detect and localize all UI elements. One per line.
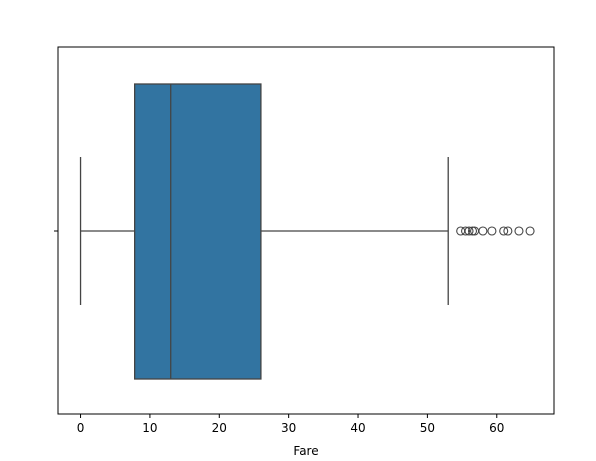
outlier [503,226,513,236]
x-tick-label: 40 [350,421,365,435]
outlier [514,226,524,236]
x-tick-label: 10 [142,421,157,435]
outlier [499,226,509,236]
x-tick-label: 60 [489,421,504,435]
x-tick-label: 50 [420,421,435,435]
x-tick-label: 20 [212,421,227,435]
outlier [478,226,488,236]
outlier [487,226,497,236]
x-tick-label: 30 [281,421,296,435]
x-axis-label: Fare [293,444,318,458]
outlier [461,226,471,236]
box [134,83,262,380]
outlier [464,226,474,236]
x-tick-label: 0 [77,421,85,435]
outlier [525,226,535,236]
